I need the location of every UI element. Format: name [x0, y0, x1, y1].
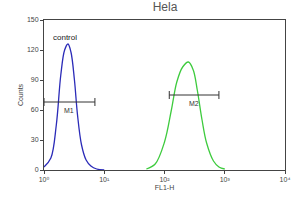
- svg-text:10²: 10²: [159, 176, 170, 183]
- svg-text:120: 120: [27, 46, 39, 53]
- svg-text:10¹: 10¹: [99, 176, 110, 183]
- svg-text:150: 150: [27, 16, 39, 23]
- svg-text:10³: 10³: [220, 176, 231, 183]
- svg-text:0: 0: [35, 166, 39, 173]
- svg-text:Hela: Hela: [153, 0, 178, 14]
- svg-text:10⁰: 10⁰: [39, 176, 50, 183]
- svg-text:M2: M2: [189, 100, 199, 107]
- svg-text:FL1-H: FL1-H: [155, 184, 174, 191]
- svg-text:Counts: Counts: [17, 83, 24, 106]
- svg-text:control: control: [53, 33, 77, 42]
- svg-text:90: 90: [31, 76, 39, 83]
- svg-text:60: 60: [31, 106, 39, 113]
- svg-text:30: 30: [31, 136, 39, 143]
- svg-text:M1: M1: [64, 107, 74, 114]
- svg-text:10⁴: 10⁴: [280, 176, 291, 183]
